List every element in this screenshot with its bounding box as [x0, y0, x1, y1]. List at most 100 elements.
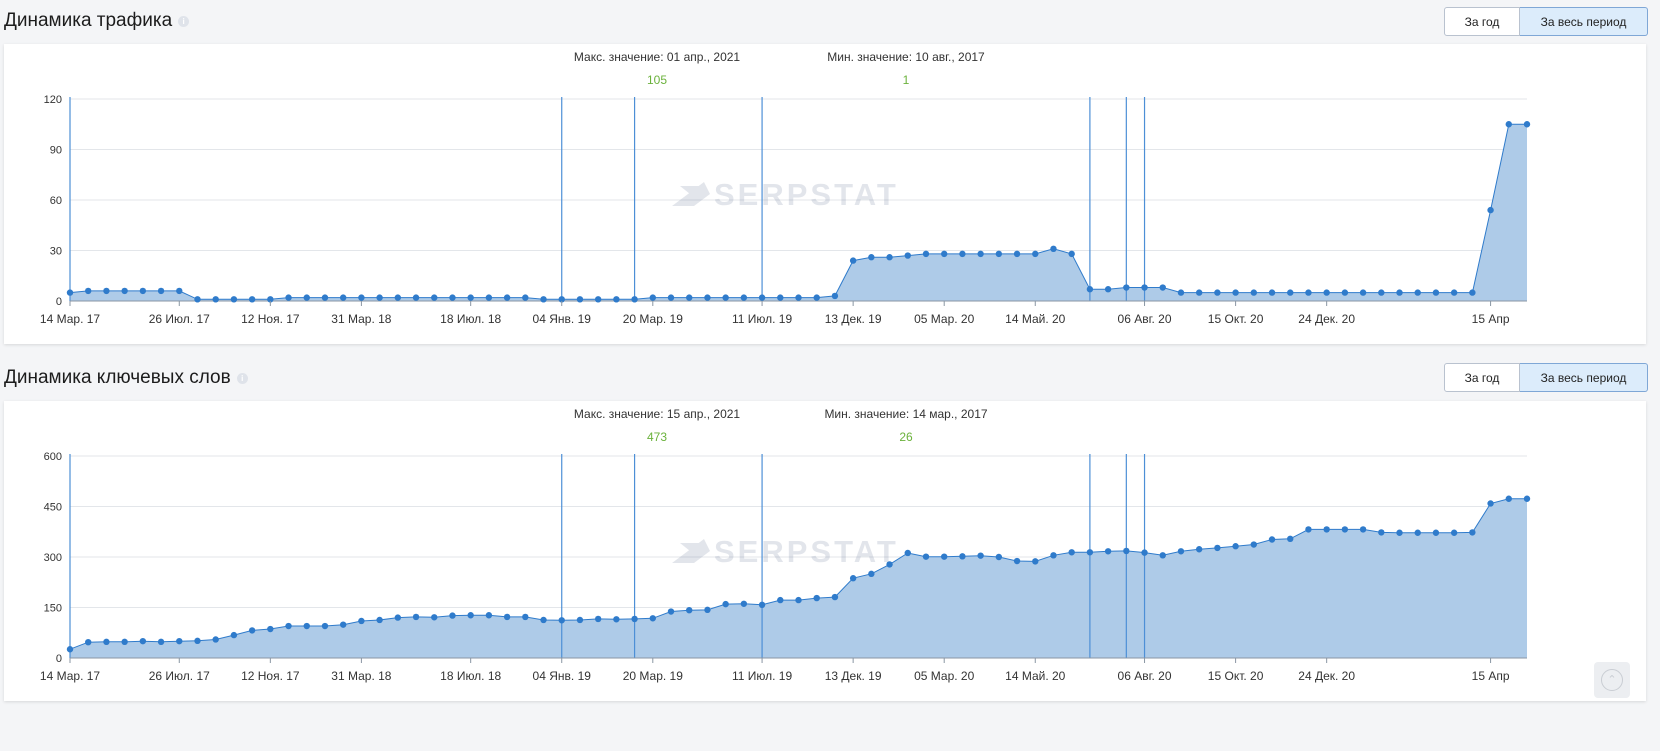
data-point — [230, 631, 238, 639]
data-point — [995, 250, 1003, 258]
data-point — [467, 612, 474, 619]
data-point — [1141, 549, 1148, 556]
data-point — [485, 612, 493, 619]
x-tick-label: 13 Дек. 19 — [825, 669, 882, 683]
keywords-period-toggle: За год За весь период — [1444, 363, 1648, 392]
data-point — [1250, 541, 1258, 548]
data-point — [1341, 526, 1349, 533]
year-button[interactable]: За год — [1444, 7, 1520, 36]
data-point — [321, 294, 329, 301]
data-point — [1359, 289, 1367, 296]
max-value-number: 105 — [647, 73, 667, 87]
data-point — [667, 294, 675, 301]
data-point — [594, 615, 602, 623]
all-period-button[interactable]: За весь период — [1520, 363, 1648, 392]
data-point — [503, 294, 511, 301]
data-point — [1013, 250, 1021, 258]
y-tick-label: 300 — [44, 552, 62, 564]
x-tick-label: 15 Апр — [1472, 312, 1510, 326]
y-tick-label: 0 — [56, 296, 62, 308]
data-point — [1469, 529, 1476, 536]
y-tick-label: 90 — [50, 145, 62, 157]
data-point — [394, 294, 402, 301]
data-point — [1432, 289, 1440, 296]
data-point — [1287, 289, 1294, 296]
x-tick-label: 14 Май. 20 — [1005, 669, 1066, 683]
data-point — [941, 553, 948, 560]
x-tick-label: 12 Ноя. 17 — [241, 312, 300, 326]
data-point — [1523, 495, 1531, 502]
area-fill — [70, 124, 1527, 301]
year-button[interactable]: За год — [1444, 363, 1520, 392]
x-tick-label: 20 Мар. 19 — [623, 669, 684, 683]
data-point — [1414, 529, 1421, 536]
data-point — [376, 294, 383, 301]
data-point — [339, 621, 347, 628]
data-point — [230, 296, 238, 303]
data-point — [1341, 289, 1349, 296]
data-point — [285, 622, 292, 630]
data-point — [467, 294, 474, 301]
min-value-label: Мин. значение: 10 авг., 2017 — [827, 50, 985, 64]
traffic-chart-panel: Макс. значение: 01 апр., 2021 105 Мин. зна… — [4, 44, 1646, 344]
data-point — [868, 254, 875, 261]
data-point — [522, 613, 529, 621]
data-point — [358, 294, 365, 301]
data-point — [813, 294, 820, 301]
data-point — [212, 296, 219, 303]
keywords-chart-panel: Макс. значение: 15 апр., 2021 473 Мин. зна… — [4, 401, 1646, 701]
x-tick-label: 15 Окт. 20 — [1208, 669, 1264, 683]
data-point — [285, 294, 292, 301]
info-icon[interactable]: i — [178, 15, 190, 27]
data-point — [1159, 552, 1166, 559]
info-icon[interactable]: i — [236, 372, 248, 384]
x-tick-label: 15 Апр — [1472, 669, 1510, 683]
data-point — [1013, 557, 1021, 565]
y-tick-label: 120 — [44, 94, 62, 106]
data-point — [1268, 536, 1276, 543]
min-value-number: 26 — [899, 430, 913, 444]
data-point — [267, 625, 274, 633]
y-tick-label: 60 — [50, 195, 62, 207]
x-tick-label: 14 Мар. 17 — [40, 312, 101, 326]
data-point — [248, 627, 256, 634]
x-tick-label: 04 Янв. 19 — [533, 312, 592, 326]
all-period-button[interactable]: За весь период — [1520, 7, 1648, 36]
data-point — [959, 553, 966, 560]
scroll-to-top-button[interactable]: ⌃ — [1594, 662, 1630, 698]
y-tick-label: 0 — [56, 653, 62, 665]
data-point — [540, 296, 547, 303]
data-point — [157, 287, 165, 295]
data-point — [1068, 250, 1075, 258]
x-tick-label: 31 Мар. 18 — [331, 669, 392, 683]
data-point — [667, 608, 675, 615]
data-point — [449, 612, 456, 619]
x-tick-label: 06 Авг. 20 — [1118, 669, 1172, 683]
traffic-period-toggle: За год За весь период — [1444, 7, 1648, 36]
data-point — [1195, 546, 1203, 553]
data-point — [886, 561, 893, 568]
data-point — [66, 646, 74, 653]
data-point — [1378, 529, 1385, 536]
data-point — [613, 616, 620, 623]
data-point — [394, 614, 402, 621]
data-point — [1378, 289, 1385, 296]
x-tick-label: 11 Июл. 19 — [732, 312, 792, 326]
x-tick-label: 26 Июл. 17 — [149, 669, 210, 683]
watermark-logo: SERPSTAT — [672, 534, 896, 569]
data-point — [522, 294, 529, 301]
data-point — [212, 636, 219, 643]
data-point — [194, 637, 201, 645]
data-point — [740, 600, 748, 607]
area-fill — [70, 498, 1527, 658]
data-point — [376, 616, 383, 624]
data-point — [613, 296, 620, 303]
data-point — [103, 287, 110, 295]
data-point — [412, 294, 420, 301]
data-point — [1305, 289, 1312, 296]
arrow-up-icon: ⌃ — [1601, 669, 1623, 691]
data-point — [121, 638, 128, 646]
data-point — [831, 593, 839, 601]
data-point — [1159, 284, 1166, 291]
data-point — [1104, 548, 1112, 555]
